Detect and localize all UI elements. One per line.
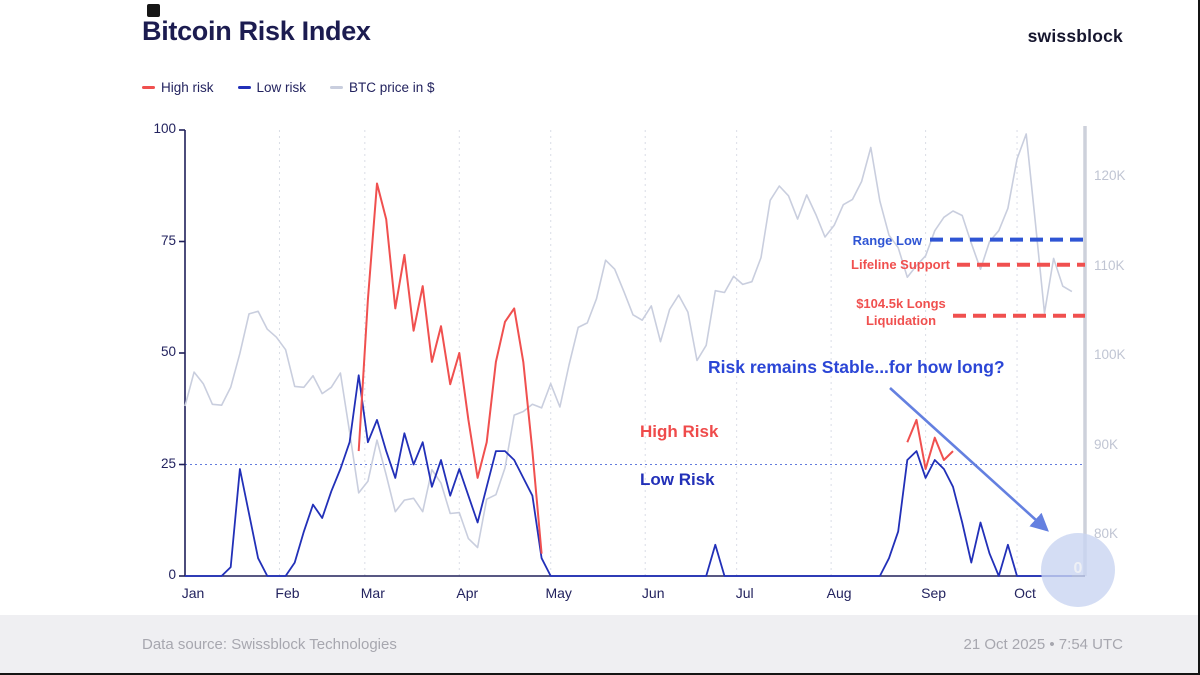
month-label: Jul (735, 585, 754, 601)
low-risk-line-swatch (237, 86, 251, 89)
high-risk-line (357, 182, 954, 554)
range-low-label: Range Low (852, 233, 922, 248)
risk-axis-tick-label: 100 (153, 121, 176, 136)
low-risk-line (185, 374, 1072, 577)
legend-label-high-risk: High risk (161, 80, 214, 95)
longs-liquidation-label-line1: $104.5k Longs (856, 296, 946, 311)
risk-index-chart (179, 126, 1115, 607)
legend-label-low-risk: Low risk (256, 80, 307, 95)
page-title: Bitcoin Risk Index (142, 16, 371, 46)
swissblock-logo: swissblock (1027, 26, 1123, 46)
legend-item-high-risk: High risk (142, 80, 214, 95)
window-corner-mark (147, 4, 160, 17)
stable-annotation-arrow (889, 387, 1049, 532)
footer-bar: Data source: Swissblock Technologies 21 … (0, 615, 1198, 673)
risk-axis-tick-label: 75 (160, 232, 176, 248)
month-label: Oct (1014, 585, 1036, 601)
chart-legend: High risk Low risk BTC price in $ (142, 80, 435, 95)
month-label: Apr (456, 585, 479, 601)
longs-liquidation-label-line2: Liquidation (865, 313, 937, 328)
legend-item-low-risk: Low risk (237, 80, 307, 95)
btc-price-line (184, 133, 1073, 549)
high-risk-line-swatch (142, 86, 155, 89)
risk-axis-tick-label: 50 (160, 344, 176, 359)
price-axis-tick-label: 110K (1094, 257, 1125, 273)
month-label: Feb (275, 585, 300, 601)
month-label: May (545, 585, 572, 601)
price-axis-tick-label: 120K (1094, 168, 1126, 183)
current-risk-value: 0 (1073, 560, 1083, 577)
btc-price-line-swatch (330, 86, 344, 89)
price-axis-tick-label: 90K (1094, 436, 1119, 452)
lifeline-support-label: Lifeline Support (851, 257, 950, 272)
month-label: Jan (181, 585, 205, 601)
low-risk-callout: Low Risk (640, 470, 715, 489)
month-label: Sep (921, 585, 947, 601)
month-label: Mar (360, 585, 385, 601)
legend-item-btc-price: BTC price in $ (330, 80, 435, 95)
risk-axis-tick-label: 0 (168, 567, 176, 582)
high-risk-callout: High Risk (640, 422, 719, 441)
longs-liquidation-label: $104.5k Longs Liquidation (828, 295, 974, 329)
risk-axis-tick-label: 25 (160, 455, 176, 471)
month-label: Jun (641, 585, 665, 601)
legend-label-btc-price: BTC price in $ (349, 80, 435, 95)
month-label: Aug (826, 585, 852, 601)
data-source-text: Data source: Swissblock Technologies (142, 635, 397, 653)
price-axis-tick-label: 100K (1094, 347, 1126, 362)
stable-annotation-text: Risk remains Stable...for how long? (708, 357, 1005, 377)
zero-highlight-circle (1041, 533, 1115, 607)
timestamp-text: 21 Oct 2025 • 7:54 UTC (963, 635, 1124, 653)
